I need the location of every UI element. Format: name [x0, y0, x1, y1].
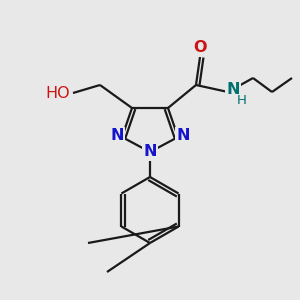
Text: N: N [110, 128, 124, 143]
Text: N: N [143, 145, 157, 160]
Text: N: N [226, 82, 240, 97]
Text: HO: HO [46, 85, 70, 100]
Text: H: H [237, 94, 247, 106]
Text: N: N [176, 128, 190, 143]
Text: O: O [193, 40, 207, 56]
